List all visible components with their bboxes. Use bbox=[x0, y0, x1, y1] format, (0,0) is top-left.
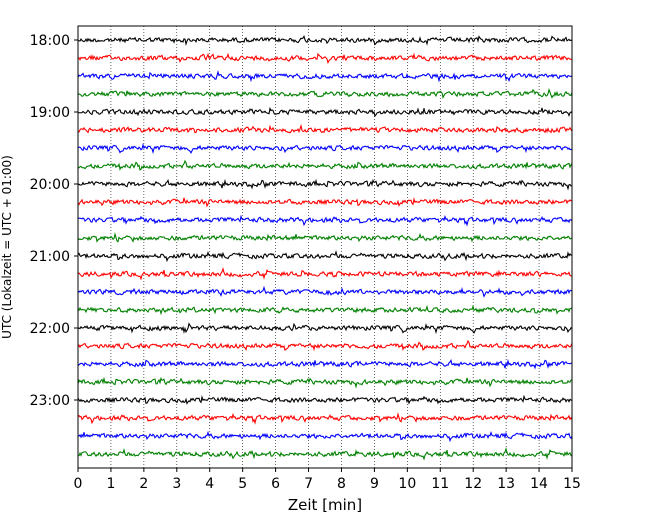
x-tick-label-11: 11 bbox=[431, 476, 449, 492]
x-tick-label-8: 8 bbox=[337, 476, 346, 492]
x-axis-label: Zeit [min] bbox=[288, 496, 362, 514]
trace-2015 bbox=[77, 197, 573, 208]
trace-2100 bbox=[77, 249, 573, 263]
x-tick-label-2: 2 bbox=[139, 476, 148, 492]
trace-2130 bbox=[77, 285, 573, 298]
y-axis-ticks: 18:00 19:00 20:00 21:00 22:00 23:00 bbox=[30, 33, 78, 409]
trace-1900 bbox=[77, 106, 573, 118]
x-tick-label-7: 7 bbox=[304, 476, 313, 492]
trace-1845 bbox=[77, 88, 573, 100]
trace-1945 bbox=[77, 159, 573, 172]
trace-2315 bbox=[77, 412, 573, 425]
trace-2330 bbox=[77, 430, 573, 443]
x-tick-label-0: 0 bbox=[74, 476, 83, 492]
trace-1800 bbox=[77, 35, 573, 46]
y-tick-label-5: 23:00 bbox=[30, 393, 70, 409]
trace-1815 bbox=[77, 52, 573, 65]
x-tick-label-14: 14 bbox=[530, 476, 548, 492]
y-tick-label-1: 19:00 bbox=[30, 105, 70, 121]
trace-1915 bbox=[77, 123, 573, 134]
x-tick-label-13: 13 bbox=[497, 476, 515, 492]
x-tick-label-4: 4 bbox=[205, 476, 214, 492]
x-tick-label-10: 10 bbox=[398, 476, 416, 492]
x-tick-label-1: 1 bbox=[106, 476, 115, 492]
x-tick-label-15: 15 bbox=[563, 476, 581, 492]
trace-1830 bbox=[77, 70, 573, 83]
y-tick-label-2: 20:00 bbox=[30, 177, 70, 193]
trace-1930 bbox=[77, 143, 573, 155]
trace-2045 bbox=[77, 232, 573, 243]
trace-2215 bbox=[77, 339, 573, 352]
trace-2145 bbox=[77, 304, 573, 316]
trace-2000 bbox=[77, 178, 573, 191]
x-tick-label-3: 3 bbox=[172, 476, 181, 492]
trace-2200 bbox=[77, 322, 573, 335]
seismic-traces bbox=[77, 35, 573, 461]
y-tick-label-3: 21:00 bbox=[30, 249, 70, 265]
trace-2230 bbox=[77, 358, 573, 370]
y-axis-label: UTC (Lokalzeit = UTC + 01:00) bbox=[0, 155, 14, 339]
y-tick-label-0: 18:00 bbox=[30, 33, 70, 49]
x-tick-label-6: 6 bbox=[271, 476, 280, 492]
trace-2300 bbox=[77, 394, 573, 405]
y-tick-label-4: 22:00 bbox=[30, 321, 70, 337]
x-axis-ticks: 0 1 2 3 4 5 6 7 8 9 10 11 12 13 14 15 bbox=[74, 468, 581, 492]
trace-2245 bbox=[77, 376, 573, 389]
x-tick-label-9: 9 bbox=[370, 476, 379, 492]
x-tick-label-12: 12 bbox=[464, 476, 482, 492]
trace-2345 bbox=[77, 446, 573, 461]
plot-frame bbox=[77, 25, 573, 469]
trace-2030 bbox=[77, 214, 573, 227]
trace-2115 bbox=[77, 266, 573, 281]
x-tick-label-5: 5 bbox=[238, 476, 247, 492]
plot-area bbox=[78, 26, 572, 468]
